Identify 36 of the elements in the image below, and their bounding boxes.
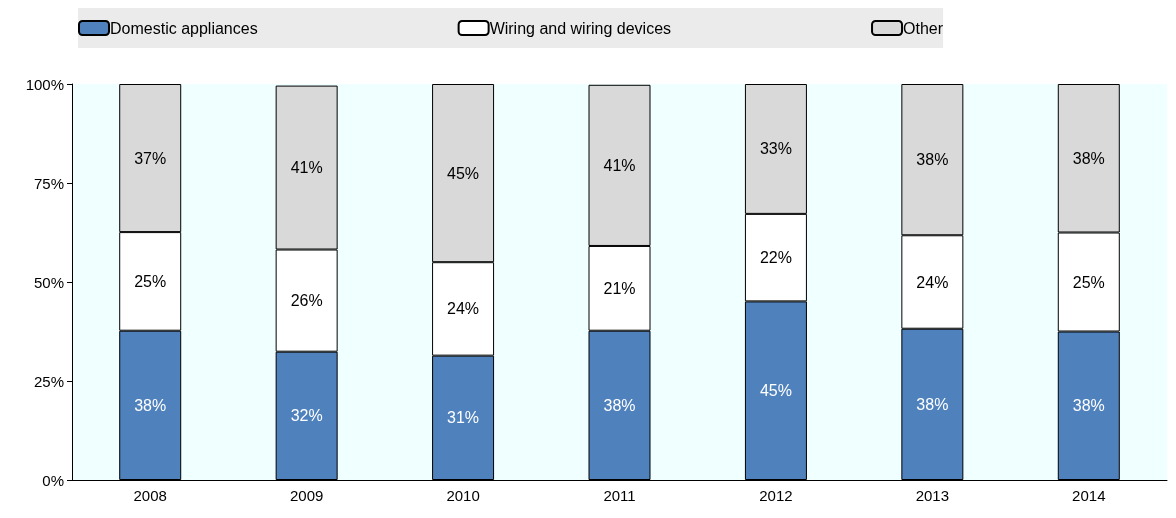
- data-label: 33%: [759, 140, 792, 158]
- legend-label: Other: [903, 19, 944, 37]
- legend-label: Wiring and wiring devices: [489, 19, 672, 37]
- x-tick-label: 2010: [446, 487, 480, 504]
- data-label: 38%: [1072, 397, 1105, 415]
- x-tick-label: 2008: [133, 487, 167, 504]
- data-label: 38%: [134, 396, 167, 414]
- data-label: 24%: [916, 273, 949, 291]
- y-tick-label: 50%: [33, 273, 64, 291]
- data-label: 38%: [916, 395, 949, 413]
- x-tick-label: 2013: [915, 487, 950, 504]
- data-label: 41%: [603, 156, 636, 174]
- data-label: 45%: [759, 382, 792, 400]
- data-label: 45%: [447, 164, 480, 182]
- data-label: 37%: [134, 149, 167, 167]
- data-label: 41%: [290, 159, 323, 177]
- data-label: 38%: [1072, 149, 1105, 167]
- y-tick-label: 100%: [25, 75, 64, 93]
- x-tick-label: 2009: [289, 487, 324, 504]
- data-label: 22%: [759, 249, 792, 267]
- data-label: 21%: [603, 279, 636, 297]
- data-label: 24%: [447, 300, 480, 318]
- x-tick-label: 2014: [1072, 487, 1106, 504]
- data-label: 32%: [290, 407, 323, 425]
- data-label: 38%: [603, 396, 636, 414]
- y-tick-label: 25%: [33, 372, 64, 390]
- legend-label: Domestic appliances: [110, 19, 258, 37]
- y-tick-label: 75%: [33, 174, 64, 192]
- x-tick-label: 2012: [759, 487, 793, 504]
- y-tick-label: 0%: [42, 471, 64, 489]
- data-label: 26%: [290, 292, 323, 310]
- data-label: 25%: [134, 272, 167, 290]
- data-label: 31%: [447, 409, 480, 427]
- data-label: 25%: [1072, 273, 1105, 291]
- data-label: 38%: [916, 151, 949, 169]
- x-tick-label: 2011: [603, 487, 636, 504]
